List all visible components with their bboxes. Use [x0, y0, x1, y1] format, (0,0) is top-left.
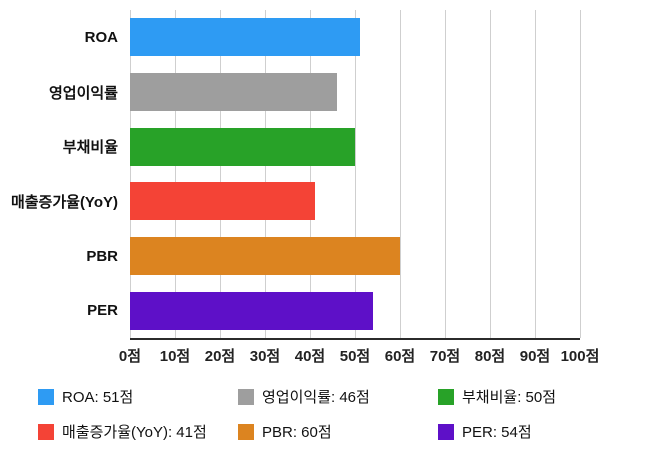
legend-label: 매출증가율(YoY): 41점 [62, 424, 207, 441]
x-tick-label: 70점 [429, 348, 461, 365]
plot-area [130, 10, 581, 340]
bar [130, 291, 373, 330]
category-label: ROA [84, 28, 118, 46]
gridline [580, 10, 581, 338]
x-axis: 0점 10점 20점 30점 40점 50점 60점 70점 80점 90점 100점 [119, 345, 599, 367]
legend-swatch [238, 423, 254, 440]
legend-swatch [38, 388, 54, 405]
x-tick-label: 40점 [294, 348, 326, 365]
gridline [175, 10, 176, 338]
gridline [535, 10, 536, 338]
bar-row [130, 229, 580, 284]
gridline [355, 10, 356, 338]
legend-swatch [38, 423, 54, 440]
x-tick-label: 50점 [339, 348, 371, 365]
category-label: 영업이익률 [48, 84, 118, 102]
bar [130, 237, 400, 276]
legend-item: PBR: 60점 [238, 421, 438, 442]
legend-item: 영업이익률: 46점 [238, 386, 438, 407]
bar-row [130, 174, 580, 229]
x-tick-label: 0점 [118, 348, 142, 365]
legend-label: 영업이익률: 46점 [262, 389, 370, 406]
gridline [130, 10, 131, 338]
bar [130, 182, 315, 221]
bar-row [130, 65, 580, 120]
x-tick-label: 100점 [560, 348, 600, 365]
legend-label: PER: 54점 [462, 424, 532, 441]
legend-item: 부채비율: 50점 [438, 386, 638, 407]
x-tick-label: 60점 [384, 348, 416, 365]
x-tick-label: 80점 [474, 348, 506, 365]
legend-label: 부채비율: 50점 [462, 389, 557, 406]
gridline [445, 10, 446, 338]
gridline [400, 10, 401, 338]
x-tick-label: 10점 [159, 348, 191, 365]
x-tick-label: 30점 [249, 348, 281, 365]
gridline [490, 10, 491, 338]
bar [130, 18, 360, 57]
category-label: PBR [86, 247, 118, 265]
bar-row [130, 10, 580, 65]
legend-item: PER: 54점 [438, 421, 638, 442]
category-label: 부채비율 [62, 139, 118, 157]
bar [130, 127, 355, 166]
bar [130, 73, 337, 111]
x-tick-label: 20점 [204, 348, 236, 365]
category-label: 매출증가율(YoY) [10, 193, 118, 211]
legend-swatch [438, 388, 454, 405]
legend-label: PBR: 60점 [262, 424, 332, 441]
gridline [310, 10, 311, 338]
bar-row [130, 119, 580, 174]
legend-item: ROA: 51점 [38, 386, 238, 407]
legend-label: ROA: 51점 [62, 389, 134, 406]
legend-swatch [438, 423, 454, 440]
gridline [265, 10, 266, 338]
legend-swatch [238, 388, 254, 405]
legend-item: 매출증가율(YoY): 41점 [38, 421, 238, 442]
bar-rows [130, 10, 580, 338]
gridline [220, 10, 221, 338]
category-label: PER [87, 302, 118, 320]
x-tick-label: 90점 [519, 348, 551, 365]
bar-row [130, 283, 580, 338]
